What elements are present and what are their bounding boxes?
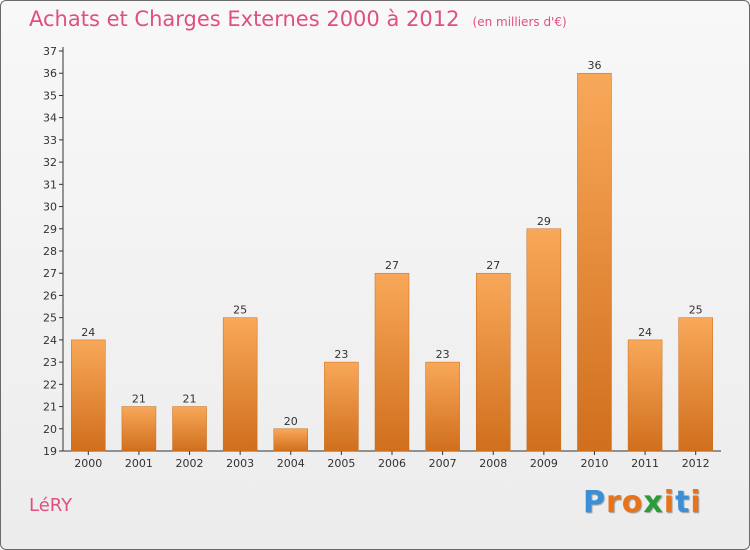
x-tick-label: 2003 — [226, 457, 254, 470]
bar — [121, 406, 157, 452]
logo-letter: P — [583, 485, 606, 520]
x-tick-label: 2006 — [378, 457, 406, 470]
bars-group: 24 21 21 25 20 23 27 23 27 29 36 24 25 — [71, 59, 713, 452]
y-tick-label: 30 — [43, 201, 57, 214]
bar-value-label: 27 — [385, 259, 399, 272]
x-tick-label: 2009 — [530, 457, 558, 470]
x-tick-label: 2008 — [479, 457, 507, 470]
y-tick-label: 21 — [43, 401, 57, 414]
y-tick-label: 19 — [43, 445, 57, 458]
y-tick-label: 20 — [43, 423, 57, 436]
bar — [526, 228, 562, 452]
commune-name: LéRY — [29, 495, 73, 516]
logo-letter: t — [675, 485, 691, 520]
bar-value-label: 25 — [689, 304, 703, 317]
bar-value-label: 25 — [233, 304, 247, 317]
y-tick-label: 23 — [43, 356, 57, 369]
logo-letter: o — [621, 485, 644, 520]
x-tick-label: 2010 — [580, 457, 608, 470]
y-tick-label: 37 — [43, 45, 57, 58]
bar — [172, 406, 207, 452]
bar-value-label: 21 — [183, 393, 197, 406]
bar — [425, 361, 460, 452]
logo-letter: x — [643, 485, 664, 520]
y-tick-label: 25 — [43, 312, 57, 325]
chart-title-main: Achats et Charges Externes 2000 à 2012 — [29, 7, 460, 31]
x-tick-label: 2000 — [74, 457, 102, 470]
bar — [324, 361, 359, 452]
x-tick-label: 2001 — [125, 457, 153, 470]
bar — [71, 339, 106, 452]
bar — [273, 428, 309, 452]
y-tick-label: 31 — [43, 178, 57, 191]
bar-value-label: 27 — [486, 259, 500, 272]
proxiti-logo: Proxiti — [583, 485, 702, 520]
y-tick-label: 32 — [43, 156, 57, 169]
x-tick-label: 2007 — [429, 457, 457, 470]
logo-letter: r — [606, 485, 622, 520]
bar — [374, 272, 410, 452]
bar-value-label: 29 — [537, 215, 551, 228]
chart-subtitle: (en milliers d'€) — [472, 15, 567, 29]
x-tick-label: 2012 — [682, 457, 710, 470]
axes: 19 20 21 22 23 24 25 26 27 28 29 30 31 32 33 34 35 36 37 20… — [43, 45, 721, 470]
y-tick-label: 26 — [43, 289, 57, 302]
bar-value-label: 24 — [81, 326, 95, 339]
bar-value-label: 24 — [638, 326, 652, 339]
chart-title: Achats et Charges Externes 2000 à 2012 (… — [29, 7, 567, 31]
y-tick-label: 34 — [43, 112, 57, 125]
y-tick-label: 33 — [43, 134, 57, 147]
bar — [678, 317, 713, 452]
x-tick-label: 2004 — [277, 457, 305, 470]
x-tick-label: 2011 — [631, 457, 659, 470]
bar-value-label: 36 — [587, 59, 601, 72]
x-tick-label: 2002 — [176, 457, 204, 470]
y-tick-label: 35 — [43, 89, 57, 102]
bar — [627, 339, 663, 452]
bar-value-label: 20 — [284, 415, 298, 428]
y-tick-label: 36 — [43, 67, 57, 80]
bar-value-label: 23 — [436, 348, 450, 361]
x-tick-label: 2005 — [327, 457, 355, 470]
bar — [577, 72, 612, 452]
y-tick-label: 27 — [43, 267, 57, 280]
bar — [222, 317, 258, 452]
logo-letter: i — [690, 485, 702, 520]
bar — [475, 272, 511, 452]
y-tick-label: 22 — [43, 378, 57, 391]
y-tick-label: 24 — [43, 334, 57, 347]
bar-value-label: 21 — [132, 393, 146, 406]
bar-value-label: 23 — [334, 348, 348, 361]
logo-letter: i — [663, 485, 676, 520]
y-tick-label: 28 — [43, 245, 57, 258]
y-tick-label: 29 — [43, 223, 57, 236]
